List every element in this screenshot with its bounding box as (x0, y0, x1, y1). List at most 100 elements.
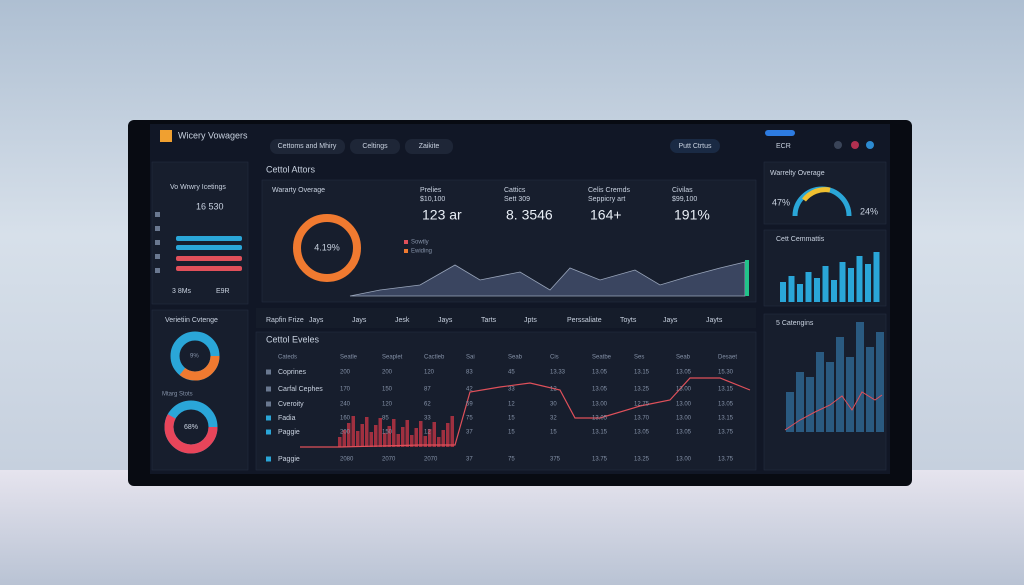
tab[interactable] (270, 139, 345, 154)
icon[interactable] (851, 141, 859, 149)
kpi-sub: $99,100 (672, 196, 697, 203)
row-icon (266, 456, 271, 462)
cell: 13.25 (634, 387, 650, 393)
bar (450, 416, 454, 447)
cell: 13.33 (550, 370, 566, 376)
bar (342, 430, 346, 447)
column-header: Seatle (340, 355, 358, 361)
right-panel (763, 313, 887, 471)
cell: 12.75 (634, 402, 650, 408)
tab-label[interactable]: Jpts (524, 317, 537, 324)
area-highlight (745, 260, 749, 296)
sidebar-icons (155, 212, 160, 273)
column-header: Seaplet (382, 355, 403, 361)
cell: 240 (340, 402, 351, 408)
bar (428, 429, 432, 447)
section-title: Cettol Attors (266, 164, 316, 174)
row-label: Coprines (278, 369, 307, 376)
cell: 13.15 (634, 370, 650, 376)
line (300, 377, 751, 448)
bar (797, 284, 803, 302)
kpi-label: Prelies (420, 187, 442, 194)
tab-label[interactable]: Jays (438, 317, 453, 324)
column-header: Ses (634, 355, 644, 361)
cell: 13.25 (634, 457, 650, 463)
sidebar-panel (151, 161, 249, 305)
row-label: Cveroity (278, 401, 304, 408)
tab-label[interactable]: Tarts (481, 317, 497, 324)
cell: 200 (340, 430, 351, 436)
tab[interactable] (350, 139, 400, 154)
tab-label[interactable]: Jays (309, 317, 324, 324)
bar-chart (780, 252, 880, 302)
cell: 120 (424, 370, 435, 376)
bar (806, 377, 814, 432)
cell: 13.05 (592, 416, 608, 422)
cell: 2070 (424, 457, 438, 463)
row-label: Paggie (278, 429, 300, 436)
gauge-value: 24% (860, 206, 878, 216)
sidebar-title: Vo Wrwry Icetings (170, 184, 226, 191)
tab-label[interactable]: Jays (352, 317, 367, 324)
tab-label[interactable]: Jays (663, 317, 678, 324)
cell: 13.05 (676, 370, 692, 376)
cell: 13.05 (592, 387, 608, 393)
bar (805, 272, 812, 302)
kpi-value: 164+ (590, 207, 622, 223)
area-chart (349, 261, 746, 297)
kpi-value: 191% (674, 207, 710, 223)
tab-label[interactable]: Zaikite (419, 143, 440, 150)
line (784, 391, 883, 431)
bar (347, 423, 351, 447)
tab-label[interactable]: Cettoms and Mhiry (278, 143, 337, 150)
cell: 30 (550, 402, 557, 408)
tab-label[interactable]: Perssaliate (567, 317, 602, 324)
bar (856, 322, 864, 432)
bar (401, 427, 405, 447)
bar (374, 425, 378, 447)
donut-segment (170, 331, 220, 381)
tab-label[interactable]: Jayts (706, 317, 723, 324)
legend-swatch (404, 240, 408, 244)
cell: 13.75 (718, 430, 734, 436)
cell: 170 (340, 387, 351, 393)
sidebar-foot: 3 8Ms (172, 288, 192, 295)
cell: 13.00 (676, 387, 692, 393)
column-header: Seab (676, 355, 691, 361)
logo-icon (160, 130, 172, 142)
bar (392, 419, 396, 447)
bar (446, 423, 450, 447)
tab-label[interactable]: Toyts (620, 317, 637, 324)
cell: 85 (382, 416, 389, 422)
cell: 12 (424, 430, 431, 436)
cell: 13.70 (634, 416, 650, 422)
bar (816, 352, 824, 432)
kpi-label: Cattics (504, 187, 526, 194)
icon[interactable] (866, 141, 874, 149)
tab-label[interactable]: Jesk (395, 317, 410, 324)
kpi-sub: Sett 309 (504, 196, 530, 203)
table-panel (255, 331, 757, 471)
sidebar-foot: E9R (216, 288, 230, 295)
cell: 200 (340, 370, 351, 376)
bars-title: Cett Cemmattis (776, 236, 825, 243)
cell: 83 (466, 370, 473, 376)
status[interactable]: Putt Ctrtus (678, 143, 712, 150)
donut-title: Verietiin Cvtenge (165, 317, 218, 324)
bar (826, 362, 834, 432)
status-pill[interactable] (670, 139, 720, 153)
right-label: ECR (776, 143, 791, 150)
cell: 13.00 (676, 402, 692, 408)
legend-label: Ewiding (411, 249, 432, 255)
kpi-value: 8. 3546 (506, 207, 553, 223)
bar (441, 430, 445, 447)
row-label: Carfal Cephes (278, 386, 323, 393)
tab[interactable] (405, 139, 453, 154)
tab-label[interactable]: Rapfin Frize (266, 317, 304, 324)
bar (360, 424, 364, 447)
icon[interactable] (834, 141, 842, 149)
cell: 87 (424, 387, 431, 393)
tab-label[interactable]: Celtings (362, 143, 388, 150)
